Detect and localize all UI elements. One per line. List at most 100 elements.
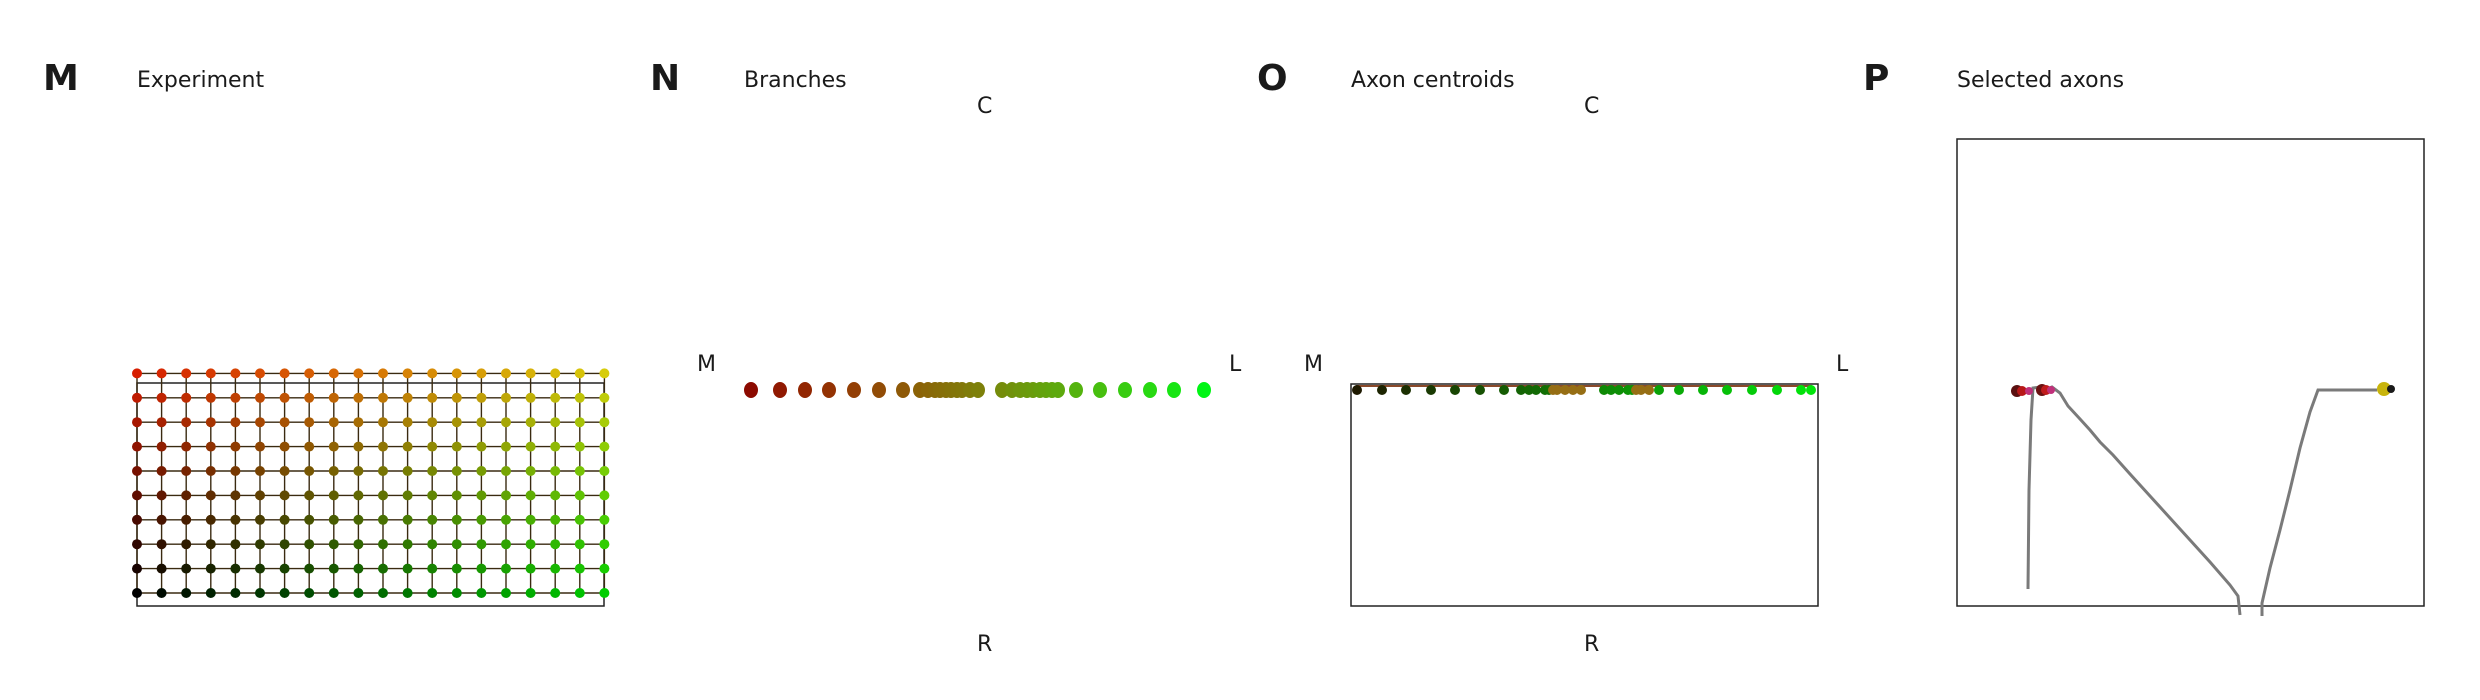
grid-node (181, 563, 192, 574)
grid-node (328, 392, 339, 403)
grid-node (132, 392, 142, 403)
centroid-point (1426, 385, 1436, 395)
grid-node (132, 588, 142, 598)
grid-node (550, 539, 561, 550)
grid-node (451, 392, 462, 403)
grid-node (205, 441, 216, 452)
grid-node (328, 514, 339, 525)
centroid-point (1377, 385, 1387, 395)
grid-node (156, 466, 167, 476)
grid-node (599, 490, 610, 501)
grid-node (304, 392, 315, 403)
grid-node (427, 368, 438, 379)
centroid-point (1576, 385, 1586, 395)
grid-node (501, 539, 511, 550)
axon-trace-middle (2044, 385, 2242, 616)
grid-node (230, 417, 241, 428)
grid-node (451, 514, 462, 525)
grid-node (181, 368, 192, 379)
grid-node (181, 392, 192, 403)
grid-node (427, 441, 438, 452)
grid-node (304, 466, 315, 476)
grid-node (451, 539, 462, 550)
centroid-point (1644, 385, 1654, 395)
grid-node (525, 466, 536, 476)
axon-soma-magenta (2025, 387, 2033, 395)
grid-node (132, 490, 142, 501)
branches-row (744, 382, 1211, 398)
branch-point (773, 382, 787, 398)
grid-node (378, 588, 388, 598)
branch-point (1051, 382, 1065, 398)
grid-node (378, 539, 388, 550)
grid-node (255, 392, 265, 403)
grid-node (402, 466, 413, 476)
grid-node (574, 514, 585, 525)
grid-node (427, 466, 438, 476)
grid-node (378, 466, 388, 476)
grid-node (402, 417, 413, 428)
grid-node (550, 392, 561, 403)
grid-node (574, 441, 585, 452)
grid-node (550, 490, 561, 501)
grid-node (255, 588, 265, 598)
grid-node (328, 466, 339, 476)
grid-node (476, 392, 487, 403)
axon-soma-yellow-dark (2387, 385, 2395, 393)
centroid-point (1531, 385, 1541, 395)
grid-node (599, 417, 610, 428)
grid-node (205, 588, 216, 598)
grid-node (476, 441, 487, 452)
grid-node (501, 392, 511, 403)
grid-node (279, 563, 290, 574)
grid-node (304, 514, 315, 525)
grid-node (353, 368, 364, 379)
grid-node (574, 539, 585, 550)
branches-top-label: C (977, 94, 993, 119)
grid-node (230, 368, 241, 379)
grid-node (476, 490, 487, 501)
branch-point (995, 382, 1009, 398)
grid-node (402, 441, 413, 452)
grid-node (402, 368, 413, 379)
panel-title-axon-centroids: Axon centroids (1351, 68, 1515, 93)
grid-node (205, 563, 216, 574)
grid-node (402, 563, 413, 574)
grid-node (402, 588, 413, 598)
grid-node (328, 588, 339, 598)
grid-node (427, 392, 438, 403)
panel-title-selected-axons: Selected axons (1957, 68, 2125, 93)
grid-node (353, 490, 364, 501)
grid-node (156, 539, 167, 550)
grid-node (476, 514, 487, 525)
grid-node (230, 466, 241, 476)
grid-node (304, 441, 315, 452)
grid-node (427, 514, 438, 525)
grid-node (378, 392, 388, 403)
grid-node (230, 392, 241, 403)
grid-node (353, 466, 364, 476)
grid-node (132, 417, 142, 428)
centroid-point (1636, 385, 1646, 395)
grid-node (205, 392, 216, 403)
grid-node (255, 466, 265, 476)
grid-node (550, 588, 561, 598)
grid-node (501, 466, 511, 476)
grid-node (279, 514, 290, 525)
grid-node (451, 441, 462, 452)
grid-node (304, 417, 315, 428)
grid-node (525, 588, 536, 598)
grid-node (328, 417, 339, 428)
grid-node (279, 588, 290, 598)
branch-point (822, 382, 836, 398)
grid-node (574, 466, 585, 476)
grid-node (402, 539, 413, 550)
grid-node (205, 417, 216, 428)
selected-axons-frame (1956, 138, 2425, 607)
grid-node (181, 539, 192, 550)
centroids-right-label: L (1836, 352, 1849, 377)
grid-node (451, 466, 462, 476)
grid-node (304, 539, 315, 550)
grid-node (476, 588, 487, 598)
